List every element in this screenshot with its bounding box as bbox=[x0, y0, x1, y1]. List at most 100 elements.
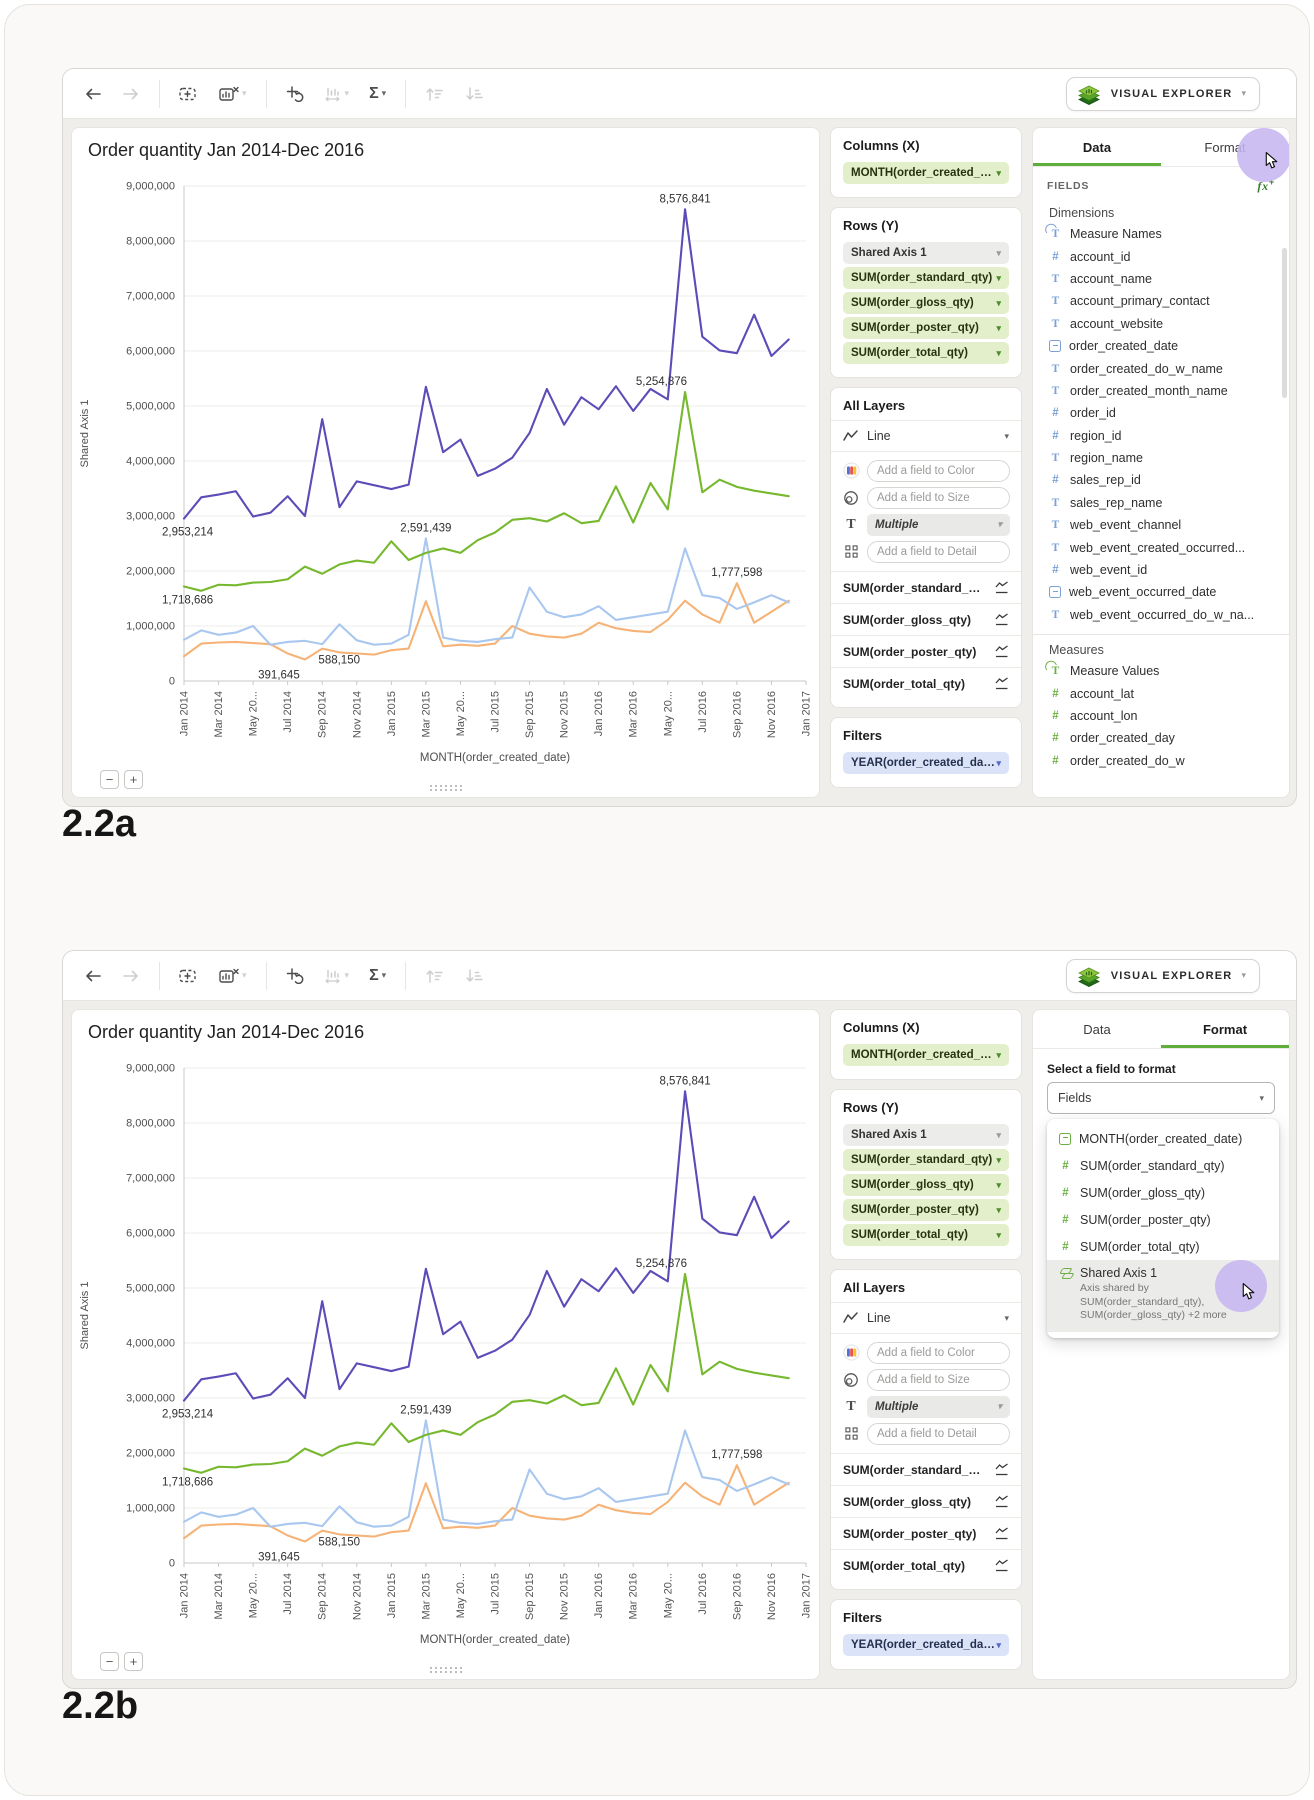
zoom-in-button[interactable]: + bbox=[124, 1652, 143, 1671]
add-calculated-field-icon[interactable]: fx+ bbox=[1257, 177, 1275, 193]
dimension-item[interactable]: order_created_date bbox=[1033, 335, 1289, 357]
format-option[interactable]: SUM(order_poster_qty) bbox=[1047, 1206, 1279, 1233]
history-forward-button[interactable] bbox=[115, 83, 147, 105]
add-frame-button[interactable] bbox=[172, 964, 206, 988]
measure-item[interactable]: order_created_day bbox=[1033, 727, 1289, 749]
format-option[interactable]: MONTH(order_created_date) bbox=[1047, 1125, 1279, 1152]
line-chart[interactable]: 0 1,000,000 2,000,000 3,000,000 4,000,000 5,0… bbox=[72, 1044, 819, 1680]
section-divider bbox=[1033, 634, 1289, 636]
fit-axes-button[interactable]: ▾ bbox=[317, 964, 357, 988]
visual-explorer-menu-button[interactable]: VISUAL EXPLORER ▾ bbox=[1065, 958, 1260, 993]
layer-row[interactable]: SUM(order_total_qty) bbox=[831, 667, 1021, 699]
measure-item[interactable]: account_lat bbox=[1033, 682, 1289, 704]
detail-field-input[interactable] bbox=[867, 1422, 1010, 1445]
measure-pill[interactable]: SUM(order_gloss_qty) ▾ bbox=[843, 1174, 1009, 1196]
dimension-item[interactable]: account_website bbox=[1033, 313, 1289, 335]
scroll-handle[interactable] bbox=[429, 784, 462, 792]
svg-text:May 20...: May 20... bbox=[455, 691, 467, 736]
layer-row[interactable]: SUM(order_poster_qty) bbox=[831, 635, 1021, 667]
history-back-button[interactable] bbox=[77, 83, 109, 105]
dimension-item[interactable]: order_created_do_w_name bbox=[1033, 357, 1289, 379]
measure-pill[interactable]: SUM(order_poster_qty) ▾ bbox=[843, 1199, 1009, 1221]
dimension-item[interactable]: web_event_id bbox=[1033, 559, 1289, 581]
pill-shared-axis[interactable]: Shared Axis 1 ▾ bbox=[843, 242, 1009, 264]
zoom-in-button[interactable]: + bbox=[124, 770, 143, 789]
history-back-button[interactable] bbox=[77, 965, 109, 987]
remove-visual-button[interactable]: ▾ bbox=[212, 964, 254, 988]
dimension-item[interactable]: order_id bbox=[1033, 402, 1289, 424]
sort-descending-button[interactable] bbox=[458, 82, 492, 106]
format-option-shared-axis[interactable]: Shared Axis 1 Axis shared by SUM(order_s… bbox=[1047, 1260, 1279, 1332]
aggregate-button[interactable]: Σ ▾ bbox=[362, 964, 393, 988]
dimension-item[interactable]: region_name bbox=[1033, 447, 1289, 469]
measure-pill[interactable]: SUM(order_standard_qty) ▾ bbox=[843, 1149, 1009, 1171]
tab-data[interactable]: Data bbox=[1083, 1021, 1111, 1037]
layer-row[interactable]: SUM(order_standard_q... bbox=[831, 571, 1021, 603]
dimension-item[interactable]: account_id bbox=[1033, 245, 1289, 267]
scroll-handle[interactable] bbox=[429, 1666, 462, 1674]
field-format-select[interactable]: Fields ▾ bbox=[1047, 1082, 1275, 1114]
transpose-axes-button[interactable] bbox=[279, 964, 311, 988]
measure-pill[interactable]: SUM(order_standard_qty) ▾ bbox=[843, 267, 1009, 289]
sort-ascending-button[interactable] bbox=[418, 82, 452, 106]
dimension-item[interactable]: web_event_channel bbox=[1033, 514, 1289, 536]
format-option[interactable]: SUM(order_total_qty) bbox=[1047, 1233, 1279, 1260]
label-field-pill[interactable]: Multiple ▾ bbox=[867, 513, 1010, 536]
aggregate-button[interactable]: Σ ▾ bbox=[362, 82, 393, 106]
tab-format[interactable]: Format bbox=[1161, 128, 1289, 182]
layer-row[interactable]: SUM(order_standard_q... bbox=[831, 1453, 1021, 1485]
label-field-pill[interactable]: Multiple ▾ bbox=[867, 1395, 1010, 1418]
format-option[interactable]: SUM(order_gloss_qty) bbox=[1047, 1179, 1279, 1206]
detail-field-input[interactable] bbox=[867, 540, 1010, 563]
history-forward-button[interactable] bbox=[115, 965, 147, 987]
size-field-input[interactable] bbox=[867, 486, 1010, 509]
scrollbar-thumb[interactable] bbox=[1282, 248, 1287, 398]
measure-pill[interactable]: SUM(order_gloss_qty) ▾ bbox=[843, 292, 1009, 314]
dimension-item[interactable]: web_event_occurred_do_w_na... bbox=[1033, 604, 1289, 626]
dimension-item[interactable]: order_created_month_name bbox=[1033, 380, 1289, 402]
pill-shared-axis[interactable]: Shared Axis 1 ▾ bbox=[843, 1124, 1009, 1146]
transpose-axes-button[interactable] bbox=[279, 82, 311, 106]
pill-month-order-created-date[interactable]: MONTH(order_created_d... ▾ bbox=[843, 162, 1009, 184]
dimension-item[interactable]: web_event_occurred_date bbox=[1033, 581, 1289, 603]
measure-item[interactable]: order_created_do_w bbox=[1033, 750, 1289, 772]
mark-type-select[interactable]: Line ▾ bbox=[831, 420, 1021, 452]
sort-descending-button[interactable] bbox=[458, 964, 492, 988]
visual-explorer-menu-button[interactable]: VISUAL EXPLORER ▾ bbox=[1065, 76, 1260, 111]
measure-pill[interactable]: SUM(order_total_qty) ▾ bbox=[843, 1224, 1009, 1246]
pill-month-order-created-date[interactable]: MONTH(order_created_d... ▾ bbox=[843, 1044, 1009, 1066]
line-chart[interactable]: 0 1,000,000 2,000,000 3,000,000 4,000,000 5,0… bbox=[72, 162, 819, 798]
size-field-input[interactable] bbox=[867, 1368, 1010, 1391]
dimension-item[interactable]: account_primary_contact bbox=[1033, 290, 1289, 312]
layer-row[interactable]: SUM(order_poster_qty) bbox=[831, 1517, 1021, 1549]
layer-row[interactable]: SUM(order_gloss_qty) bbox=[831, 1485, 1021, 1517]
fit-axes-button[interactable]: ▾ bbox=[317, 82, 357, 106]
dimension-item[interactable]: web_event_created_occurred... bbox=[1033, 536, 1289, 558]
pill-year-filter[interactable]: YEAR(order_created_date) ▾ bbox=[843, 752, 1009, 774]
color-field-input[interactable] bbox=[867, 1341, 1010, 1364]
measure-item[interactable]: account_lon bbox=[1033, 705, 1289, 727]
tab-format[interactable]: Format bbox=[1161, 1010, 1289, 1048]
measure-pill[interactable]: SUM(order_total_qty) ▾ bbox=[843, 342, 1009, 364]
tab-data[interactable]: Data bbox=[1033, 128, 1161, 166]
layer-row[interactable]: SUM(order_total_qty) bbox=[831, 1549, 1021, 1581]
remove-visual-button[interactable]: ▾ bbox=[212, 82, 254, 106]
dimension-item[interactable]: account_name bbox=[1033, 268, 1289, 290]
measure-pill[interactable]: SUM(order_poster_qty) ▾ bbox=[843, 317, 1009, 339]
measure-item[interactable]: Measure Values bbox=[1033, 660, 1289, 682]
svg-text:Nov 2016: Nov 2016 bbox=[766, 1573, 778, 1620]
toolbar-divider bbox=[159, 961, 160, 990]
sort-ascending-button[interactable] bbox=[418, 964, 452, 988]
layer-row[interactable]: SUM(order_gloss_qty) bbox=[831, 603, 1021, 635]
mark-type-select[interactable]: Line ▾ bbox=[831, 1302, 1021, 1334]
format-option[interactable]: SUM(order_standard_qty) bbox=[1047, 1152, 1279, 1179]
pill-year-filter[interactable]: YEAR(order_created_date) ▾ bbox=[843, 1634, 1009, 1656]
color-field-input[interactable] bbox=[867, 459, 1010, 482]
dimension-item[interactable]: region_id bbox=[1033, 425, 1289, 447]
zoom-out-button[interactable]: − bbox=[100, 1652, 119, 1671]
dimension-item[interactable]: Measure Names bbox=[1033, 223, 1289, 245]
zoom-out-button[interactable]: − bbox=[100, 770, 119, 789]
dimension-item[interactable]: sales_rep_name bbox=[1033, 492, 1289, 514]
add-frame-button[interactable] bbox=[172, 82, 206, 106]
dimension-item[interactable]: sales_rep_id bbox=[1033, 469, 1289, 491]
